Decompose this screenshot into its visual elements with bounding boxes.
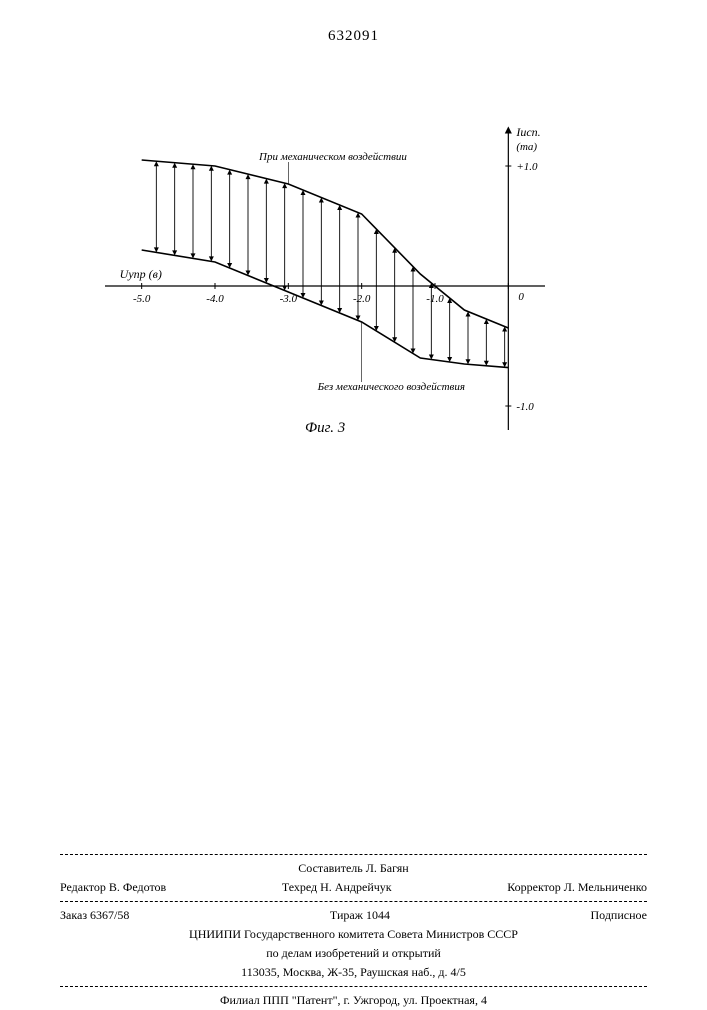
figure-3-chart: -5.0-4.0-3.0-2.0-1.00+1.0-1.0Iисп.(mа)Uу… bbox=[95, 120, 575, 440]
corrector: Корректор Л. Мельниченко bbox=[507, 880, 647, 895]
svg-text:Iисп.: Iисп. bbox=[515, 125, 540, 139]
podpisnoe: Подписное bbox=[591, 908, 648, 923]
divider bbox=[60, 901, 647, 902]
compiler-line: Составитель Л. Багян bbox=[60, 859, 647, 878]
svg-text:-4.0: -4.0 bbox=[206, 293, 224, 305]
svg-text:-2.0: -2.0 bbox=[353, 293, 371, 305]
svg-text:Без механического воздействия: Без механического воздействия bbox=[317, 381, 465, 393]
svg-text:+1.0: +1.0 bbox=[516, 161, 538, 173]
svg-text:-1.0: -1.0 bbox=[426, 293, 444, 305]
org-line1: ЦНИИПИ Государственного комитета Совета … bbox=[60, 925, 647, 944]
editor: Редактор В. Федотов bbox=[60, 880, 166, 895]
divider bbox=[60, 854, 647, 855]
filial: Филиал ППП "Патент", г. Ужгород, ул. Про… bbox=[60, 991, 647, 1010]
svg-text:(mа): (mа) bbox=[516, 141, 537, 153]
document-number: 632091 bbox=[0, 28, 707, 45]
svg-text:-1.0: -1.0 bbox=[516, 401, 534, 413]
svg-text:Uупр (в): Uупр (в) bbox=[120, 267, 162, 281]
tirazh: Тираж 1044 bbox=[330, 908, 390, 923]
org-address: 113035, Москва, Ж-35, Раушская наб., д. … bbox=[60, 963, 647, 982]
order-number: Заказ 6367/58 bbox=[60, 908, 129, 923]
footer-block: Составитель Л. Багян Редактор В. Федотов… bbox=[60, 850, 647, 1010]
divider bbox=[60, 986, 647, 987]
svg-text:0: 0 bbox=[518, 291, 524, 303]
org-line2: по делам изобретений и открытий bbox=[60, 944, 647, 963]
svg-text:-5.0: -5.0 bbox=[133, 293, 151, 305]
techred: Техред Н. Андрейчук bbox=[282, 880, 392, 895]
figure-label: Фиг. 3 bbox=[305, 420, 345, 437]
svg-text:При механическом воздействии: При механическом воздействии bbox=[258, 151, 407, 163]
